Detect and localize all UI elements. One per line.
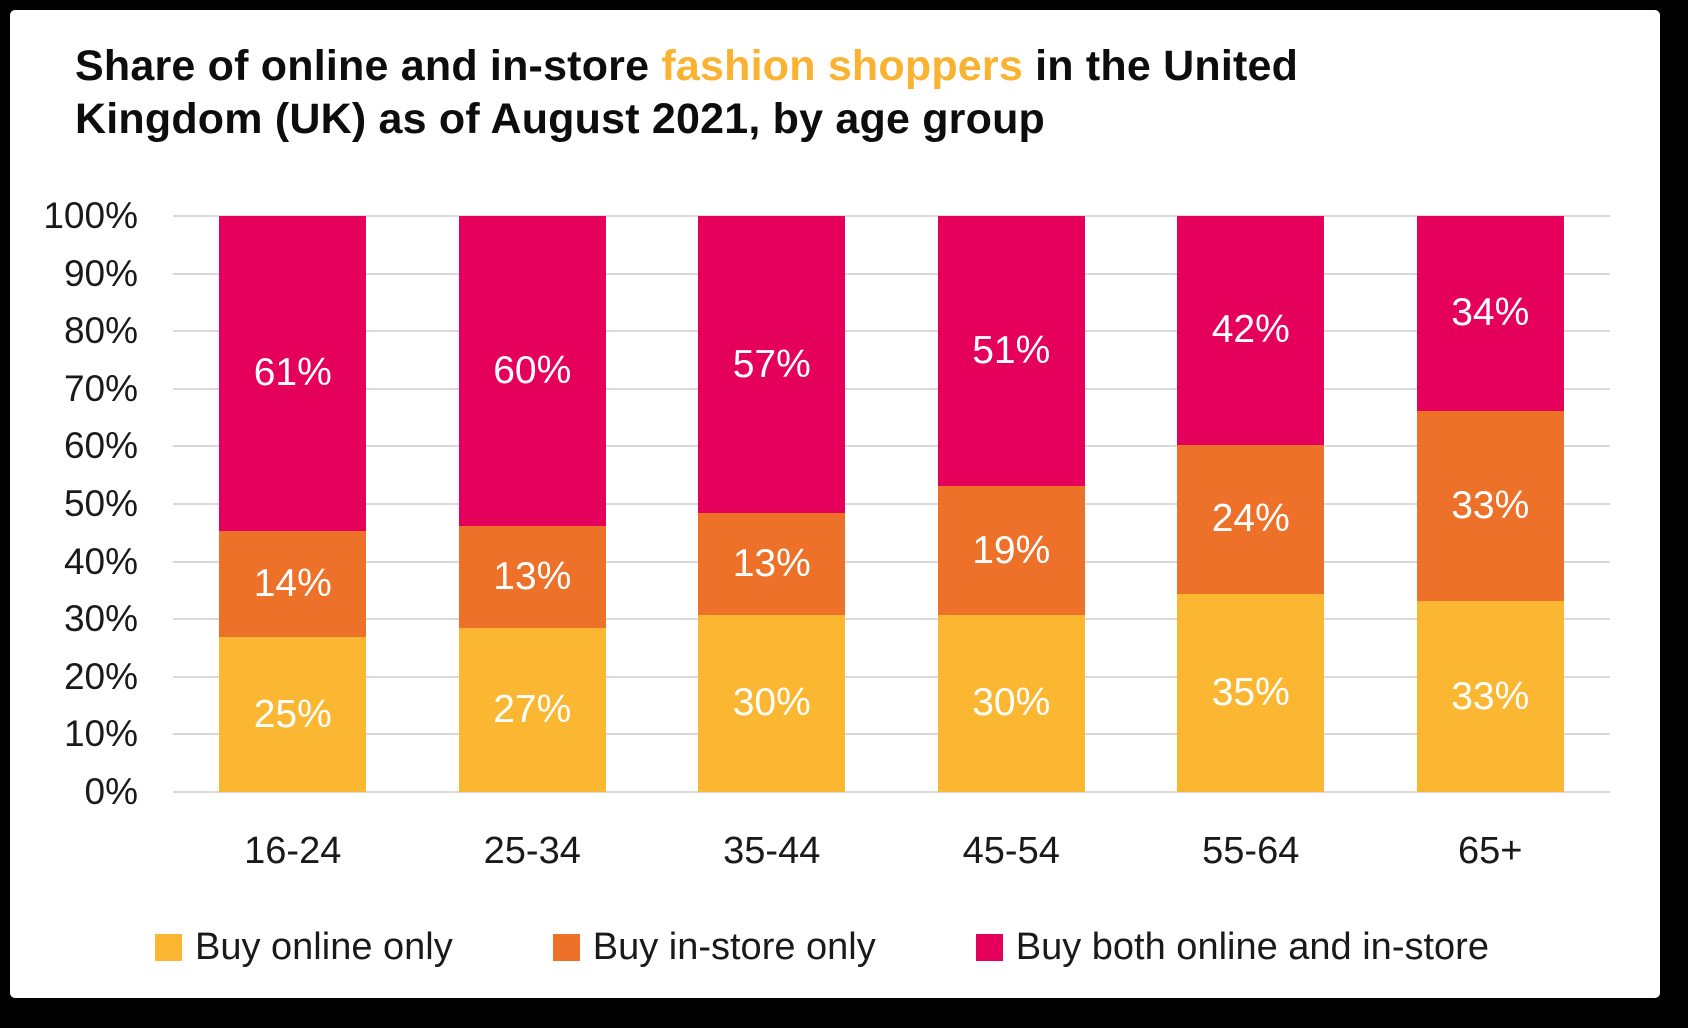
value-label: 25%	[253, 692, 332, 736]
bars-layer: 61% 14% 25% 60% 13% 27% 57% 13% 30% 51% 19% 30% 42% 2…	[173, 216, 1610, 792]
title-text-lead: Share of online and in-store	[75, 42, 662, 90]
value-label: 19%	[972, 528, 1051, 572]
bar-column-35-44: 57% 13% 30%	[652, 216, 892, 792]
x-tick-label-35-44: 35-44	[723, 830, 821, 872]
value-label: 34%	[1451, 291, 1530, 335]
value-label: 33%	[1451, 484, 1530, 528]
segment-65+-buy-both-online-and-in-store: 34%	[1416, 216, 1564, 411]
value-label: 42%	[1211, 308, 1290, 352]
segment-45-54-buy-both-online-and-in-store: 51%	[937, 216, 1085, 487]
segment-35-44-buy-online-only: 30%	[698, 614, 846, 792]
y-tick-label: 50%	[63, 483, 138, 524]
gridline-30%	[173, 618, 1610, 621]
gridline-0%	[173, 791, 1610, 793]
y-tick-label: 70%	[63, 367, 138, 409]
title-text-tail: in the United Kingdom (UK) as of August …	[75, 42, 1299, 143]
segment-25-34-buy-in-store-only: 13%	[458, 526, 606, 629]
value-label: 13%	[732, 541, 811, 585]
x-tick-label-16-24: 16-24	[244, 830, 342, 872]
segment-16-24-buy-online-only: 25%	[219, 637, 367, 792]
bar-column-45-54: 51% 19% 30%	[892, 216, 1132, 792]
gridline-40%	[173, 560, 1610, 563]
legend-swatch	[975, 934, 1003, 961]
legend: Buy online only Buy in-store only Buy both…	[155, 926, 1489, 969]
x-tick-label-65+: 65+	[1458, 830, 1523, 872]
chart-title: Share of online and in-store fashion sho…	[75, 40, 1335, 146]
segment-65+-buy-in-store-only: 33%	[1416, 410, 1564, 602]
segment-65+-buy-online-only: 33%	[1416, 601, 1564, 792]
bar-column-25-34: 60% 13% 27%	[413, 216, 653, 792]
stacked-bar-55-64: 42% 24% 35%	[1177, 216, 1325, 792]
legend-label: Buy both online and in-store	[1015, 926, 1489, 968]
legend-label: Buy online only	[195, 926, 453, 968]
x-axis-labels: 16-24 25-34 35-44 45-54 55-64 65+	[173, 830, 1610, 873]
stacked-bar-35-44: 57% 13% 30%	[698, 216, 846, 792]
segment-25-34-buy-online-only: 27%	[458, 628, 606, 792]
y-tick-label: 100%	[43, 195, 138, 236]
x-tick-label-25-34: 25-34	[483, 830, 581, 872]
value-label: 60%	[493, 349, 572, 393]
value-label: 14%	[253, 561, 332, 605]
y-tick-label: 80%	[63, 310, 138, 352]
segment-45-54-buy-in-store-only: 19%	[937, 486, 1085, 615]
value-label: 24%	[1211, 497, 1290, 541]
y-tick-label: 0%	[84, 771, 138, 812]
y-tick-label: 20%	[63, 655, 138, 697]
gridline-10%	[173, 733, 1610, 736]
bar-column-55-64: 42% 24% 35%	[1131, 216, 1371, 792]
segment-55-64-buy-both-online-and-in-store: 42%	[1177, 216, 1325, 445]
gridline-50%	[173, 503, 1610, 505]
segment-55-64-buy-in-store-only: 24%	[1177, 444, 1325, 595]
value-label: 30%	[732, 681, 811, 725]
x-tick-label-55-64: 55-64	[1202, 830, 1300, 872]
value-label: 30%	[972, 681, 1051, 725]
value-label: 61%	[253, 351, 332, 395]
y-tick-label: 90%	[63, 252, 138, 294]
segment-16-24-buy-in-store-only: 14%	[219, 530, 367, 637]
segment-55-64-buy-online-only: 35%	[1177, 594, 1325, 792]
value-label: 57%	[732, 342, 811, 386]
bar-column-16-24: 61% 14% 25%	[173, 216, 413, 792]
segment-45-54-buy-online-only: 30%	[937, 614, 1085, 792]
segment-35-44-buy-both-online-and-in-store: 57%	[698, 216, 846, 514]
value-label: 27%	[493, 688, 572, 732]
y-tick-label: 60%	[63, 425, 138, 467]
value-label: 35%	[1211, 671, 1290, 715]
segment-25-34-buy-both-online-and-in-store: 60%	[458, 216, 606, 527]
gridline-60%	[173, 445, 1610, 448]
y-tick-label: 40%	[63, 540, 138, 582]
stacked-bar-65+: 34% 33% 33%	[1416, 216, 1564, 792]
y-tick-label: 10%	[63, 713, 138, 755]
gridline-90%	[173, 272, 1610, 275]
value-label: 51%	[972, 329, 1051, 373]
gridline-20%	[173, 675, 1610, 678]
legend-item-buy-online-only: Buy online only	[155, 926, 453, 969]
y-axis-labels: 100% 90% 80% 70% 60% 50% 40% 30% 20% 10% 0%	[10, 195, 138, 812]
x-tick-label-45-54: 45-54	[962, 830, 1060, 872]
gridline-80%	[173, 330, 1610, 333]
segment-16-24-buy-both-online-and-in-store: 61%	[219, 216, 367, 531]
y-tick-label: 30%	[63, 598, 138, 640]
value-label: 13%	[493, 555, 572, 599]
legend-label: Buy in-store only	[592, 926, 876, 968]
legend-item-buy-in-store-only: Buy in-store only	[552, 926, 876, 969]
gridline-100%	[173, 215, 1610, 217]
stacked-bar-25-34: 60% 13% 27%	[458, 216, 606, 792]
bar-column-65+: 34% 33% 33%	[1371, 216, 1611, 792]
legend-swatch	[552, 934, 580, 961]
legend-item-buy-both-online-and-in-store: Buy both online and in-store	[975, 926, 1489, 969]
segment-35-44-buy-in-store-only: 13%	[698, 513, 846, 615]
stacked-bar-45-54: 51% 19% 30%	[937, 216, 1085, 792]
chart-card: Share of online and in-store fashion sho…	[10, 10, 1660, 998]
plot-area: 61% 14% 25% 60% 13% 27% 57% 13% 30% 51% 19% 30% 42% 2…	[173, 215, 1610, 793]
stacked-bar-16-24: 61% 14% 25%	[219, 216, 367, 792]
legend-swatch	[155, 934, 182, 961]
title-highlight: fashion shoppers	[661, 42, 1023, 90]
value-label: 33%	[1451, 674, 1530, 718]
gridline-70%	[173, 387, 1610, 390]
